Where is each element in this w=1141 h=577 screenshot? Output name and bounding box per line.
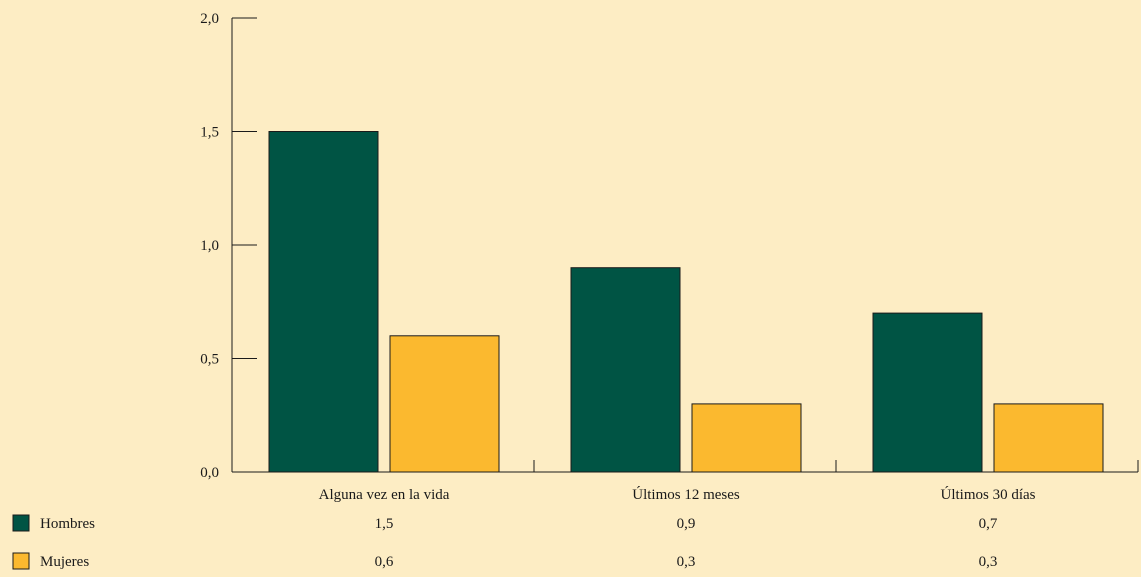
- bar: [872, 312, 983, 473]
- bars: [268, 131, 1104, 473]
- data-table-value: 0,3: [979, 554, 998, 570]
- x-tick-label: Alguna vez en la vida: [319, 487, 450, 503]
- labels: Alguna vez en la vida Últimos 12 meses Últ…: [319, 486, 1036, 503]
- y-tick-label: 0,5: [200, 352, 219, 368]
- bar: [389, 335, 500, 473]
- legend-swatch: [12, 514, 30, 532]
- data-table-value: 0,6: [375, 554, 394, 570]
- y-tick-label: 1,5: [200, 125, 219, 141]
- y-tick-label: 1,0: [200, 238, 219, 254]
- bar: [570, 267, 681, 473]
- data-table-value: 0,9: [677, 516, 696, 532]
- x-tick-label: Últimos 30 días: [940, 486, 1035, 503]
- legend-swatch: [12, 552, 30, 570]
- data-table-value: 0,7: [979, 516, 998, 532]
- bar: [268, 131, 379, 473]
- x-tick-label: Últimos 12 meses: [632, 486, 740, 503]
- legend-label: Mujeres: [40, 554, 89, 570]
- legend-label: Hombres: [40, 516, 95, 532]
- bar: [691, 403, 802, 473]
- axes: 0,0 0,5 1,0 1,5 2,0: [200, 11, 1139, 481]
- bar: [993, 403, 1104, 473]
- y-tick-label: 0,0: [200, 465, 219, 481]
- data-table-value: 1,5: [375, 516, 394, 532]
- y-tick-label: 2,0: [200, 11, 219, 27]
- data-table-value: 0,3: [677, 554, 696, 570]
- data-table: Hombres 1,5 0,9 0,7 Mujeres 0,6 0,3 0,3: [12, 514, 998, 570]
